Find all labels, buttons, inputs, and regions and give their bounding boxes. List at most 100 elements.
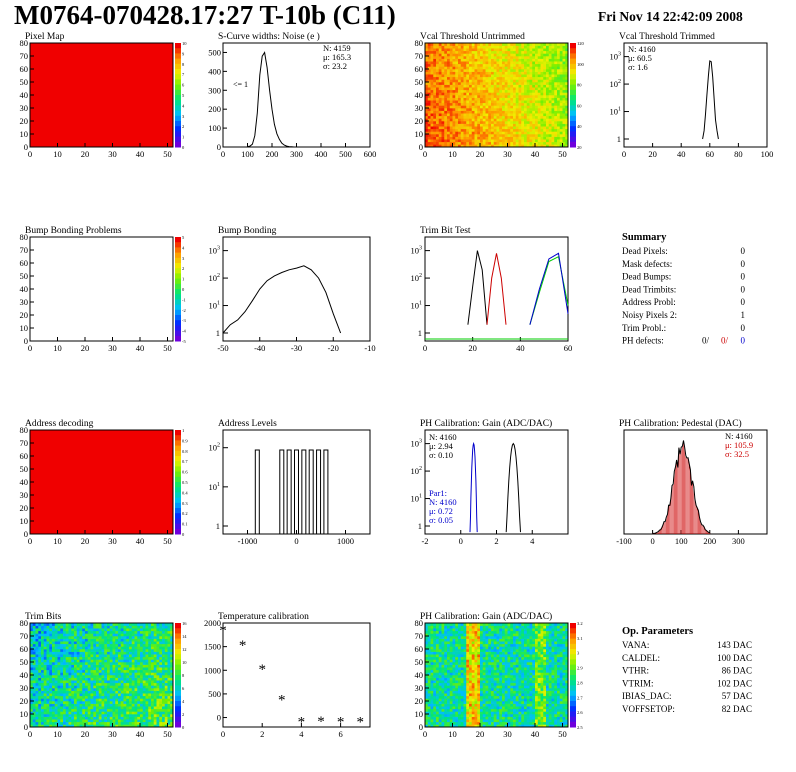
heatmap-cell bbox=[521, 102, 525, 106]
heatmap-cell bbox=[471, 58, 475, 62]
heatmap-cell bbox=[123, 708, 127, 712]
heatmap-cell bbox=[96, 664, 100, 668]
heatmap-cell bbox=[41, 677, 45, 681]
heatmap-cell bbox=[131, 628, 135, 632]
heatmap-cell bbox=[57, 667, 61, 671]
heatmap-cell bbox=[46, 630, 50, 634]
heatmap-cell bbox=[63, 662, 67, 665]
heatmap-cell bbox=[76, 708, 80, 712]
colorbar-cell bbox=[570, 100, 576, 106]
heatmap-cell bbox=[565, 128, 569, 132]
heatmap-cell bbox=[68, 654, 72, 658]
heatmap-cell bbox=[159, 716, 163, 720]
heatmap-cell bbox=[425, 701, 429, 704]
heatmap-cell bbox=[41, 643, 45, 647]
heatmap-cell bbox=[455, 630, 459, 634]
heatmap-cell bbox=[134, 724, 138, 728]
heatmap-cell bbox=[452, 113, 456, 117]
heatmap-cell bbox=[104, 682, 108, 686]
heatmap-cell bbox=[521, 118, 525, 122]
heatmap-cell bbox=[430, 126, 434, 130]
heatmap-cell bbox=[518, 95, 522, 98]
heatmap-cell bbox=[463, 113, 467, 117]
heatmap-cell bbox=[449, 662, 453, 665]
heatmap-cell bbox=[521, 95, 525, 98]
colorbar-cell bbox=[570, 84, 576, 91]
heatmap-cell bbox=[159, 703, 163, 707]
heatmap-cell bbox=[43, 690, 47, 694]
heatmap-cell bbox=[145, 654, 149, 658]
heatmap-cell bbox=[540, 66, 544, 70]
heatmap-cell bbox=[499, 105, 503, 109]
heatmap-cell bbox=[441, 693, 445, 697]
heatmap-cell bbox=[41, 714, 45, 717]
heatmap-cell bbox=[35, 706, 39, 710]
heatmap-cell bbox=[79, 677, 83, 681]
heatmap-cell bbox=[425, 623, 429, 626]
heatmap-cell bbox=[482, 115, 486, 119]
heatmap-cell bbox=[104, 693, 108, 697]
heatmap-cell bbox=[436, 636, 440, 639]
heatmap-cell bbox=[137, 656, 141, 660]
heatmap-cell bbox=[148, 719, 152, 723]
heatmap-cell bbox=[471, 115, 475, 119]
heatmap-cell bbox=[488, 56, 492, 59]
heatmap-cell bbox=[43, 623, 47, 626]
heatmap-cell bbox=[104, 688, 108, 691]
heatmap-cell bbox=[449, 58, 453, 62]
heatmap-cell bbox=[68, 719, 72, 723]
heatmap-cell bbox=[515, 45, 519, 49]
heatmap-cell bbox=[115, 711, 119, 715]
heatmap-cell bbox=[46, 719, 50, 723]
heatmap-cell bbox=[447, 669, 451, 673]
heatmap-cell bbox=[123, 685, 127, 689]
heatmap-cell bbox=[140, 630, 144, 634]
heatmap-cell bbox=[170, 675, 174, 678]
heatmap-cell bbox=[60, 698, 64, 702]
heatmap-cell bbox=[131, 685, 135, 689]
heatmap-cell bbox=[436, 118, 440, 122]
heatmap-cell bbox=[131, 677, 135, 681]
heatmap-cell bbox=[145, 708, 149, 712]
heatmap-cell bbox=[449, 92, 453, 96]
heatmap-cell bbox=[474, 84, 478, 88]
colorbar-cell bbox=[175, 69, 181, 75]
heatmap-cell bbox=[79, 638, 83, 642]
heatmap-cell bbox=[433, 74, 437, 78]
heatmap-cell bbox=[156, 724, 160, 728]
heatmap-cell bbox=[140, 714, 144, 717]
heatmap-cell bbox=[524, 66, 528, 70]
heatmap-cell bbox=[510, 95, 514, 98]
heatmap-cell bbox=[433, 58, 437, 62]
heatmap-cell bbox=[167, 719, 171, 723]
heatmap-cell bbox=[54, 641, 58, 645]
heatmap-cell bbox=[449, 669, 453, 673]
heatmap-cell bbox=[444, 662, 448, 665]
heatmap-cell bbox=[557, 126, 561, 130]
heatmap-cell bbox=[32, 664, 36, 668]
heatmap-cell bbox=[471, 95, 475, 98]
heatmap-cell bbox=[515, 71, 519, 75]
heatmap-cell bbox=[455, 43, 459, 46]
heatmap-cell bbox=[502, 79, 506, 83]
heatmap-cell bbox=[60, 675, 64, 678]
heatmap-cell bbox=[452, 625, 456, 629]
heatmap-cell bbox=[115, 685, 119, 689]
heatmap-cell bbox=[85, 688, 89, 691]
heatmap-cell bbox=[35, 659, 39, 663]
heatmap-cell bbox=[151, 677, 155, 681]
heatmap-cell bbox=[499, 123, 503, 127]
heatmap-cell bbox=[148, 711, 152, 715]
heatmap-cell bbox=[159, 721, 163, 725]
heatmap-cell bbox=[449, 53, 453, 57]
heatmap-cell bbox=[30, 638, 34, 642]
heatmap-cell bbox=[452, 711, 456, 715]
heatmap-cell bbox=[562, 92, 566, 96]
heatmap-cell bbox=[447, 630, 451, 634]
heatmap-cell bbox=[441, 56, 445, 59]
heatmap-cell bbox=[441, 703, 445, 707]
heatmap-cell bbox=[140, 682, 144, 686]
heatmap-cell bbox=[120, 659, 124, 663]
heatmap-cell bbox=[444, 139, 448, 143]
heatmap-cell bbox=[554, 61, 558, 65]
